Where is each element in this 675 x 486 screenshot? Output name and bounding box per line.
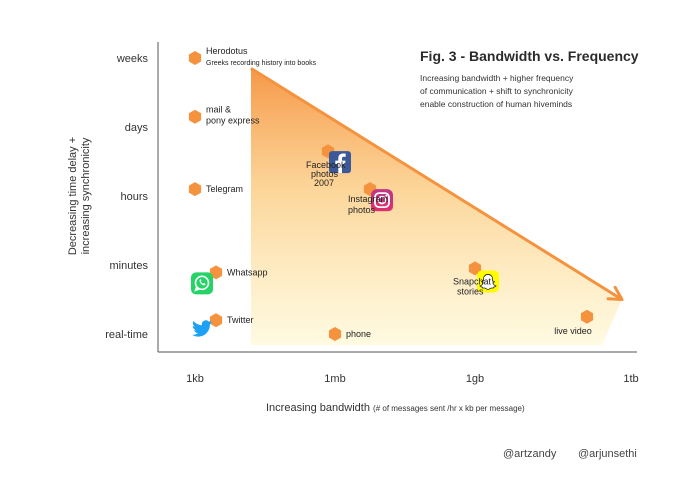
hexagon-marker: [209, 265, 223, 280]
instagram-icon: [371, 189, 393, 212]
point-label: phone: [346, 329, 371, 339]
data-point: phone: [328, 327, 371, 341]
credit-arjunsethi: @arjunsethi: [578, 448, 637, 460]
whatsapp-icon: [191, 272, 213, 295]
x-axis-label-main: Increasing bandwidth: [266, 402, 370, 414]
snapchat-icon: [477, 270, 499, 293]
point-sublabel: photos: [311, 169, 339, 179]
x-tick-label: 1kb: [186, 373, 204, 385]
x-tick-label: 1mb: [324, 373, 345, 385]
y-axis-label-line: Decreasing time delay +: [67, 136, 79, 256]
hexagon-marker: [188, 51, 202, 65]
figure-subtitle: Increasing bandwidth + higher frequency …: [420, 72, 660, 111]
subtitle-line: Increasing bandwidth + higher frequency: [420, 73, 574, 83]
x-axis-label: Increasing bandwidth (# of messages sent…: [266, 402, 525, 414]
data-point: mail &pony express: [188, 105, 260, 126]
point-sublabel: photos: [348, 205, 376, 215]
points-layer: Herodotus Greeks recording history into b…: [188, 46, 594, 341]
y-tick-label: weeks: [116, 53, 149, 65]
data-point: Whatsapp: [191, 265, 268, 295]
y-tick-label: real-time: [105, 329, 148, 341]
subtitle-line: of communication + shift to synchronicit…: [420, 86, 573, 96]
point-sublabel: pony express: [206, 116, 260, 126]
y-axis-label-line: increasing synchronicity: [80, 137, 92, 255]
data-point: Telegram: [188, 182, 243, 197]
point-label: Snapchat: [453, 276, 492, 286]
trend-arrow-head: [606, 285, 624, 301]
y-axis-label: Decreasing time delay + increasing synch…: [67, 137, 93, 255]
axes-layer: [157, 42, 637, 353]
trend-triangle-layer: [250, 67, 624, 345]
point-label: Instagram: [348, 194, 388, 204]
data-point: Twitter: [191, 313, 254, 337]
point-label: Telegram: [206, 184, 243, 194]
hexagon-marker: [188, 182, 202, 197]
x-tick-label: 1tb: [623, 373, 638, 385]
ticks-layer: weeks days hours minutes real-time 1kb 1mb 1gb 1…: [105, 53, 638, 385]
hexagon-marker: [188, 109, 202, 124]
subtitle-line: enable construction of human hiveminds: [420, 99, 573, 109]
point-sublabel: stories: [457, 286, 484, 296]
hexagon-marker: [209, 313, 223, 328]
trend-triangle: [251, 68, 622, 345]
y-tick-label: days: [125, 122, 149, 134]
point-label: mail &: [206, 105, 231, 115]
data-point: live video: [554, 309, 594, 336]
facebook-icon: [329, 151, 351, 174]
point-sublabel: 2007: [314, 178, 334, 188]
x-axis-label-note: (# of messages sent /hr x kb per message…: [373, 404, 525, 413]
point-label: Twitter: [227, 315, 254, 325]
y-tick-label: hours: [120, 191, 148, 203]
point-label: live video: [554, 326, 592, 336]
point-sublabel: Greeks recording history into books: [206, 60, 317, 67]
point-label: Facebook: [306, 160, 346, 170]
hexagon-marker: [580, 309, 594, 324]
hexagon-marker: [328, 327, 342, 341]
y-tick-label: minutes: [109, 260, 148, 272]
x-tick-label: 1gb: [466, 373, 484, 385]
credit-artzandy: @artzandy: [503, 448, 557, 460]
point-label: Whatsapp: [227, 267, 268, 277]
hexagon-marker: [468, 261, 482, 276]
point-label: Herodotus: [206, 46, 248, 56]
data-point: Herodotus Greeks recording history into b…: [188, 46, 317, 67]
twitter-icon: [191, 320, 213, 337]
trend-arrow-line: [250, 67, 623, 301]
figure-title: Fig. 3 - Bandwidth vs. Frequency: [420, 48, 639, 64]
